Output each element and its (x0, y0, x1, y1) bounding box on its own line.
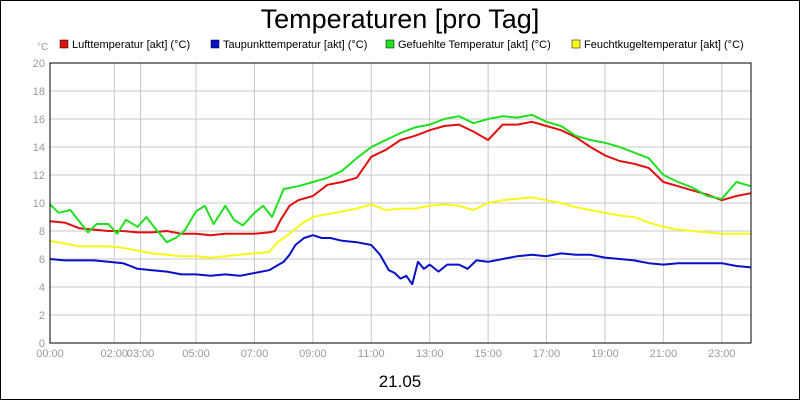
legend: Lufttemperatur [akt] (°C) Taupunkttempera… (59, 39, 744, 51)
series-lines (49, 113, 752, 286)
y-tick-label: 14 (33, 142, 45, 154)
x-tick-label: 15:00 (474, 348, 502, 360)
legend-swatch (59, 39, 69, 49)
x-tick-label: 09:00 (299, 348, 327, 360)
y-tick-label: 6 (39, 254, 45, 266)
y-tick-label: 2 (39, 310, 45, 322)
y-tick-label: 18 (33, 86, 45, 98)
x-tick-label: 11:00 (358, 348, 385, 360)
x-tick-label: 19:00 (591, 348, 619, 360)
legend-label: Lufttemperatur [akt] (°C) (72, 39, 190, 51)
chart-title: Temperaturen [pro Tag] (261, 4, 540, 34)
x-tick-label: 05:00 (182, 348, 210, 360)
date-label: 21.05 (379, 372, 422, 391)
legend-label: Taupunkttemperatur [akt] (°C) (223, 39, 367, 51)
y-tick-label: 12 (33, 170, 45, 182)
x-tick-label: 21:00 (650, 348, 678, 360)
series-line-1 (49, 234, 752, 286)
legend-swatch (571, 39, 581, 49)
x-tick-label: 00:00 (36, 348, 64, 360)
y-axis-unit: °C (37, 42, 48, 53)
y-tick-label: 16 (33, 114, 45, 126)
legend-label: Gefuehlte Temperatur [akt] (°C) (398, 39, 551, 51)
grid (49, 62, 751, 344)
y-tick-label: 20 (33, 58, 45, 70)
x-tick-label: 23:00 (708, 348, 736, 360)
y-tick-label: 10 (33, 198, 45, 210)
x-tick-label: 02:00 (100, 348, 128, 360)
series-line-3 (49, 196, 751, 259)
legend-label: Feuchtkugeltemperatur [akt] (°C) (584, 39, 744, 51)
y-tick-label: 0 (39, 338, 45, 350)
legend-swatch (210, 39, 220, 49)
y-tick-label: 8 (39, 226, 45, 238)
y-axis: 0 2 4 6 8 10 12 14 16 18 20 (33, 58, 45, 350)
series-line-0 (49, 120, 752, 237)
x-tick-label: 03:00 (127, 348, 155, 360)
x-tick-label: 13:00 (416, 348, 444, 360)
plot-area (49, 62, 752, 344)
x-tick-label: 17:00 (533, 348, 561, 360)
x-tick-label: 07:00 (241, 348, 269, 360)
legend-swatch (385, 39, 395, 49)
series-line-2 (49, 113, 752, 244)
y-tick-label: 4 (39, 282, 45, 294)
